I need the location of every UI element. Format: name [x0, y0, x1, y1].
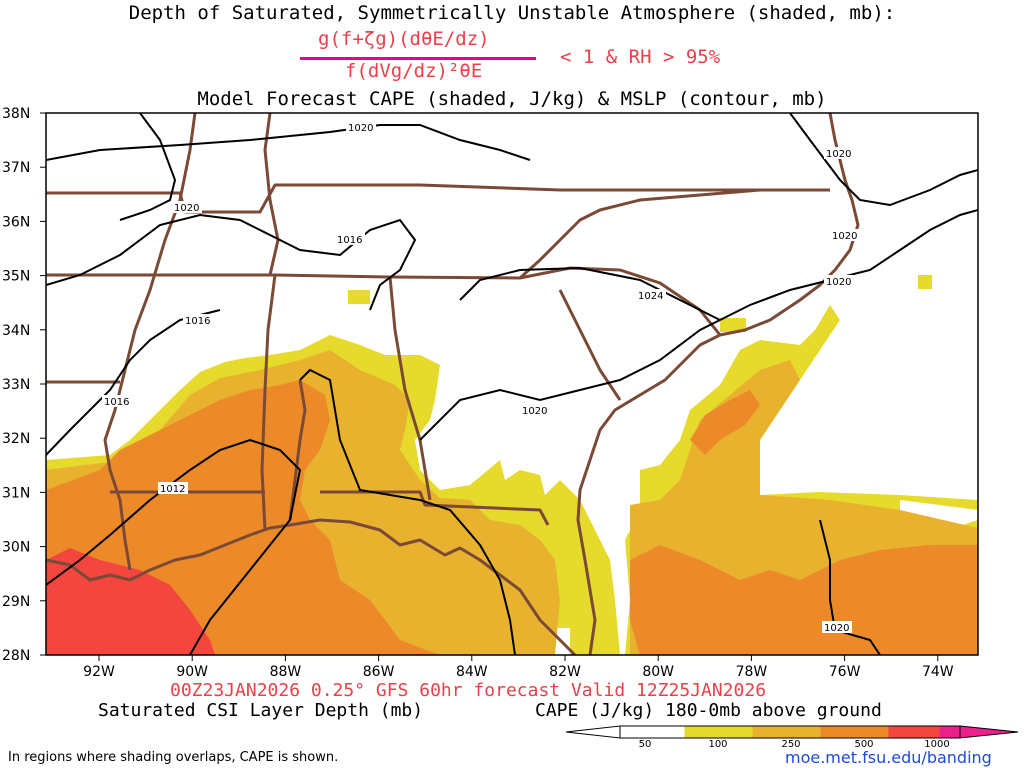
isobar-label: 1020: [174, 203, 199, 214]
river: [288, 379, 307, 521]
state-border: [518, 188, 761, 280]
isobar-label: 1020: [348, 123, 373, 134]
latitude-tick-label: 36N: [2, 214, 30, 230]
longitude-tick-label: 90W: [176, 664, 208, 680]
colorbar-tick-label: 1000: [924, 739, 949, 750]
isobar-label: 1020: [826, 277, 851, 288]
colorbar-left-tip: [565, 725, 621, 739]
cape-50-100-area: [720, 318, 746, 332]
latitude-tick-label: 35N: [2, 269, 30, 285]
longitude-tick-label: 74W: [922, 664, 954, 680]
coastline: [576, 113, 860, 655]
river-mississippi: [103, 113, 197, 571]
isobar-label: 1016: [337, 235, 362, 246]
isobar-label: 1020: [826, 149, 851, 160]
colorbar-tick-label: 500: [854, 739, 873, 750]
longitude-tick-label: 84W: [456, 664, 488, 680]
overlap-note: In regions where shading overlaps, CAPE …: [8, 750, 339, 765]
cape-250-500-area: [690, 390, 760, 455]
isobar-1020-ne: [789, 113, 978, 207]
formula-numerator: g(f+ζg)(dθE/dz): [318, 28, 490, 50]
source-credit-link[interactable]: moe.met.fsu.edu/banding: [785, 748, 992, 767]
cape-50-100-area: [918, 275, 932, 289]
latitude-tick-label: 34N: [2, 323, 30, 339]
isobar-1020-nw: [119, 113, 177, 221]
map-subtitle: Model Forecast CAPE (shaded, J/kg) & MSL…: [197, 88, 827, 110]
latitude-axis: 38N 37N 36N 35N 34N 33N 32N 31N 30N 29N 28N: [2, 106, 46, 664]
cape-250-500-area: [630, 545, 978, 655]
isobar-label: 1016: [185, 316, 210, 327]
isobar-label: 1016: [104, 397, 129, 408]
isobar-1016-south: [299, 368, 516, 655]
colorbar-right-tip: [959, 725, 1019, 739]
colorbar: 50 100 250 500 1000: [565, 725, 1019, 750]
cape-shading: [46, 275, 978, 655]
latitude-tick-label: 32N: [2, 431, 30, 447]
isobar-labels: 1020 1020 1016 1016 1016 1012 1024 1020 …: [102, 121, 860, 634]
isobar-1016-2: [46, 309, 221, 456]
latitude-tick-label: 30N: [2, 540, 30, 556]
isobar-label: 1020: [824, 623, 849, 634]
longitude-tick-label: 80W: [642, 664, 674, 680]
latitude-tick-label: 37N: [2, 160, 30, 176]
cape-layer-label: CAPE (J/kg) 180-0mb above ground: [535, 700, 882, 721]
state-border: [46, 183, 830, 214]
latitude-tick-label: 29N: [2, 594, 30, 610]
longitude-axis: 92W 90W 88W 86W 84W 82W 80W 78W 76W 74W: [83, 655, 954, 680]
isobar-1020-east: [719, 209, 978, 321]
state-border: [320, 490, 550, 526]
state-border: [558, 289, 622, 401]
cape-50-100-area: [348, 290, 370, 304]
isobar-1016: [46, 213, 417, 311]
isobar-1020-north: [46, 124, 531, 161]
forecast-init-label: 00Z23JAN2026 0.25° GFS 60hr forecast Val…: [170, 680, 767, 701]
latitude-tick-label: 33N: [2, 377, 30, 393]
colorbar-tick-label: 100: [708, 739, 727, 750]
longitude-tick-label: 88W: [270, 664, 302, 680]
formula-denominator: f(dVg/dz)²θE: [345, 60, 483, 82]
longitude-tick-label: 92W: [83, 664, 115, 680]
formula-fraction-bar: [300, 57, 536, 60]
longitude-tick-label: 78W: [736, 664, 768, 680]
isobar-1020-se: [819, 519, 881, 655]
longitude-tick-label: 82W: [549, 664, 581, 680]
coastline: [46, 518, 577, 655]
isobar-1012: [46, 438, 302, 655]
isobar-label: 1024: [638, 291, 663, 302]
isobar-label: 1020: [522, 406, 547, 417]
isobar-label: 1020: [832, 231, 857, 242]
latitude-tick-label: 28N: [2, 648, 30, 664]
state-border: [260, 274, 277, 531]
cape-500-1000-area: [46, 548, 215, 655]
colorbar-body: [619, 725, 961, 739]
colorbar-tick-label: 250: [781, 739, 800, 750]
csi-layer-label: Saturated CSI Layer Depth (mb): [98, 700, 424, 721]
isobar-1020-center: [419, 319, 721, 441]
longitude-tick-label: 86W: [363, 664, 395, 680]
map-title: Depth of Saturated, Symmetrically Unstab…: [128, 2, 896, 24]
longitude-tick-label: 76W: [829, 664, 861, 680]
isobar-1024: [459, 266, 721, 321]
isobar-label: 1012: [160, 484, 185, 495]
formula-condition: < 1 & RH > 95%: [560, 46, 721, 68]
latitude-tick-label: 38N: [2, 106, 30, 122]
state-border: [388, 276, 432, 501]
latitude-tick-label: 31N: [2, 485, 30, 501]
colorbar-tick-label: 50: [639, 739, 652, 750]
